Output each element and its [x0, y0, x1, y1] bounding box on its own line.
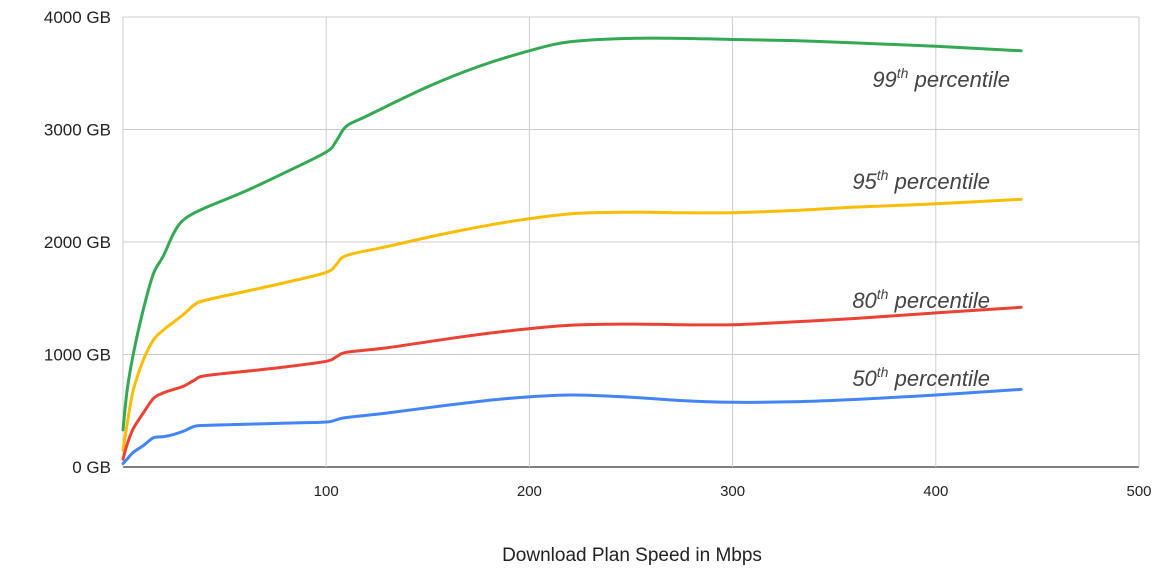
x-tick-label: 400: [923, 483, 948, 500]
x-tick-label: 500: [1126, 483, 1151, 500]
y-tick-label: 2000 GB: [44, 233, 111, 252]
y-axis-ticks: 0 GB 1000 GB 2000 GB 3000 GB 4000 GB: [44, 8, 111, 477]
y-tick-label: 0 GB: [72, 458, 111, 477]
series-label-99th-percentile: 99th percentile: [872, 65, 1010, 92]
y-tick-label: 3000 GB: [44, 121, 111, 140]
y-tick-label: 1000 GB: [44, 346, 111, 365]
series-lines: [121, 36, 1023, 466]
gridlines: [122, 16, 1140, 468]
series-label-95th-percentile: 95th percentile: [852, 167, 990, 194]
series-line-50th-percentile: [121, 387, 1023, 466]
series-line-80th-percentile: [121, 305, 1023, 461]
series-labels: 99th percentile 95th percentile 80th perce…: [852, 65, 1010, 391]
x-axis-title: Download Plan Speed in Mbps: [502, 545, 762, 566]
y-tick-label: 4000 GB: [44, 8, 111, 27]
x-tick-label: 100: [314, 483, 339, 500]
x-tick-label: 300: [720, 483, 745, 500]
series-line-95th-percentile: [121, 197, 1023, 452]
series-line-99th-percentile: [121, 36, 1023, 432]
x-tick-label: 200: [517, 483, 542, 500]
series-label-80th-percentile: 80th percentile: [852, 286, 990, 313]
series-label-50th-percentile: 50th percentile: [852, 364, 990, 391]
x-axis-ticks: 100 200 300 400 500: [314, 483, 1152, 500]
